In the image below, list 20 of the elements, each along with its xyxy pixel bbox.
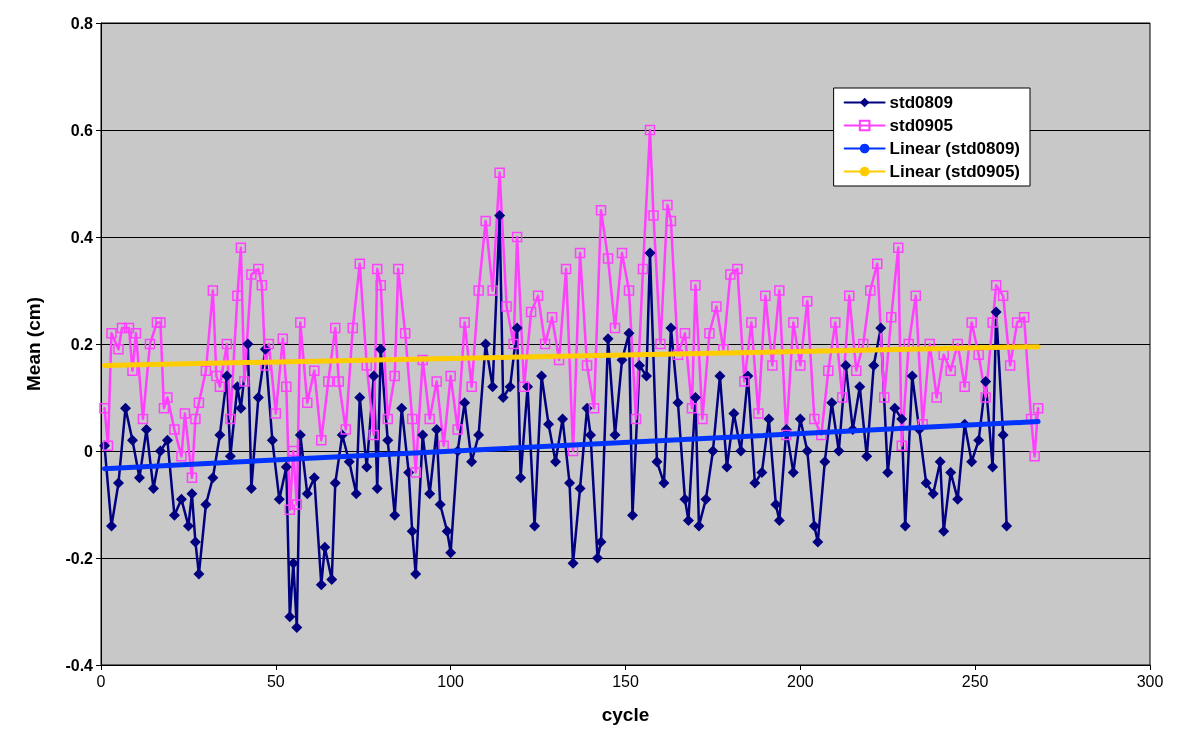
x-tick-label: 300	[1136, 672, 1164, 690]
x-tick-label: 200	[786, 672, 814, 690]
y-tick-label: 0.2	[70, 335, 94, 353]
legend-label: std0905	[889, 116, 953, 135]
legend-label: Linear (std0809)	[889, 139, 1021, 158]
y-tick-label: 0.4	[70, 228, 94, 246]
y-tick-label: 0.6	[70, 121, 94, 139]
y-tick-label: 0	[84, 442, 94, 460]
legend-label: std0809	[889, 93, 953, 112]
x-tick-label: 250	[961, 672, 989, 690]
x-axis-title: cycle	[601, 704, 650, 725]
x-tick-label: 50	[266, 672, 285, 690]
y-axis-title: Mean (cm)	[23, 297, 44, 391]
legend-label: Linear (std0905)	[889, 162, 1021, 181]
y-tick-label: 0.8	[70, 14, 94, 32]
x-tick-label: 0	[96, 672, 106, 690]
x-tick-label: 150	[612, 672, 639, 690]
y-tick-label: -0.2	[65, 549, 94, 567]
y-tick-label: -0.4	[65, 656, 94, 674]
x-tick-label: 100	[437, 672, 465, 690]
